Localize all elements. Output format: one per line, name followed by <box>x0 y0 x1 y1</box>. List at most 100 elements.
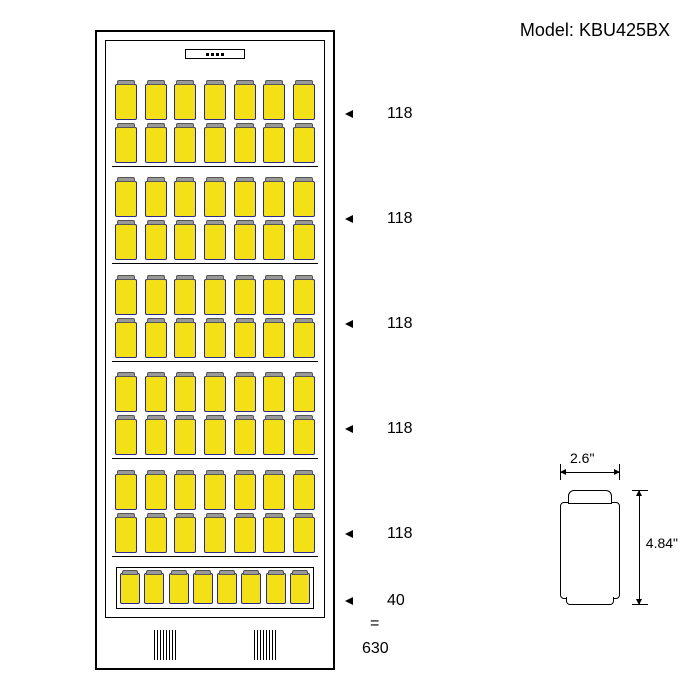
can-icon <box>143 570 165 606</box>
can-icon <box>203 275 227 317</box>
shelf-count-label: 118 <box>345 525 413 543</box>
can-icon <box>114 372 138 414</box>
can-width-arrow <box>560 472 620 473</box>
count-value: 118 <box>387 420 413 438</box>
bottom-shelf <box>112 557 318 611</box>
control-panel <box>185 49 245 59</box>
can-icon <box>262 275 286 317</box>
can-icon <box>114 80 138 122</box>
can-icon <box>144 275 168 317</box>
can-icon <box>173 318 197 360</box>
can-icon <box>144 372 168 414</box>
can-icon <box>173 275 197 317</box>
can-icon <box>292 318 316 360</box>
can-height-label: 4.84" <box>646 535 678 551</box>
can-icon <box>119 570 141 606</box>
can-row <box>114 220 316 262</box>
can-icon <box>292 123 316 165</box>
can-icon <box>144 415 168 457</box>
can-dimension-diagram: 2.6" 4.84" <box>530 450 650 630</box>
count-value: 40 <box>387 592 405 610</box>
can-icon <box>173 123 197 165</box>
can-icon <box>233 80 257 122</box>
can-icon <box>262 318 286 360</box>
can-row <box>114 80 316 122</box>
count-value: 118 <box>387 210 413 228</box>
can-icon <box>233 275 257 317</box>
can-row <box>114 415 316 457</box>
arrow-left-icon <box>345 324 375 325</box>
can-icon <box>173 220 197 262</box>
can-icon <box>173 470 197 512</box>
can-icon <box>203 80 227 122</box>
can-row <box>114 123 316 165</box>
count-value: 118 <box>387 315 413 333</box>
can-icon <box>240 570 262 606</box>
arrow-left-icon <box>345 219 375 220</box>
can-icon <box>114 415 138 457</box>
bottom-holder <box>116 567 314 609</box>
shelf-count-label: 118 <box>345 420 413 438</box>
can-icon <box>144 80 168 122</box>
can-icon <box>114 318 138 360</box>
can-icon <box>262 177 286 219</box>
can-icon <box>292 220 316 262</box>
can-icon <box>233 177 257 219</box>
can-width-label: 2.6" <box>570 450 594 466</box>
can-icon <box>292 275 316 317</box>
can-icon <box>173 513 197 555</box>
can-icon <box>173 415 197 457</box>
can-row <box>114 470 316 512</box>
can-icon <box>292 372 316 414</box>
can-icon <box>173 372 197 414</box>
vent-grille <box>117 630 313 660</box>
can-icon <box>292 177 316 219</box>
can-icon <box>233 372 257 414</box>
can-row <box>114 372 316 414</box>
shelf <box>112 69 318 167</box>
can-icon <box>203 415 227 457</box>
count-value: 118 <box>387 525 413 543</box>
shelf-count-label: 118 <box>345 105 413 123</box>
fridge-outline <box>95 30 335 670</box>
shelves-container <box>112 69 318 611</box>
can-icon <box>114 123 138 165</box>
can-icon <box>233 415 257 457</box>
shelf <box>112 167 318 265</box>
can-icon <box>144 513 168 555</box>
shelf-count-label: 118 <box>345 210 413 228</box>
can-row <box>114 275 316 317</box>
can-icon <box>292 470 316 512</box>
can-icon <box>292 415 316 457</box>
can-icon <box>168 570 190 606</box>
can-icon <box>144 123 168 165</box>
arrow-left-icon <box>345 429 375 430</box>
can-row <box>114 513 316 555</box>
reference-can <box>560 490 620 605</box>
shelf <box>112 362 318 460</box>
model-value: KBU425BX <box>579 20 670 40</box>
can-icon <box>144 318 168 360</box>
total-equals: = <box>370 615 379 633</box>
can-icon <box>262 372 286 414</box>
can-height-arrow <box>639 490 640 605</box>
can-icon <box>203 177 227 219</box>
can-row <box>114 318 316 360</box>
can-icon <box>173 177 197 219</box>
shelf <box>112 264 318 362</box>
shelf-count-label: 40 <box>345 592 405 610</box>
can-row <box>114 177 316 219</box>
can-icon <box>262 80 286 122</box>
model-prefix: Model: <box>520 20 579 40</box>
can-icon <box>265 570 287 606</box>
can-icon <box>292 513 316 555</box>
can-icon <box>262 470 286 512</box>
shelf-count-label: 118 <box>345 315 413 333</box>
count-value: 118 <box>387 105 413 123</box>
can-icon <box>203 318 227 360</box>
arrow-left-icon <box>345 114 375 115</box>
model-label: Model: KBU425BX <box>520 20 670 41</box>
can-icon <box>233 318 257 360</box>
can-icon <box>114 275 138 317</box>
fridge-door <box>105 40 325 618</box>
